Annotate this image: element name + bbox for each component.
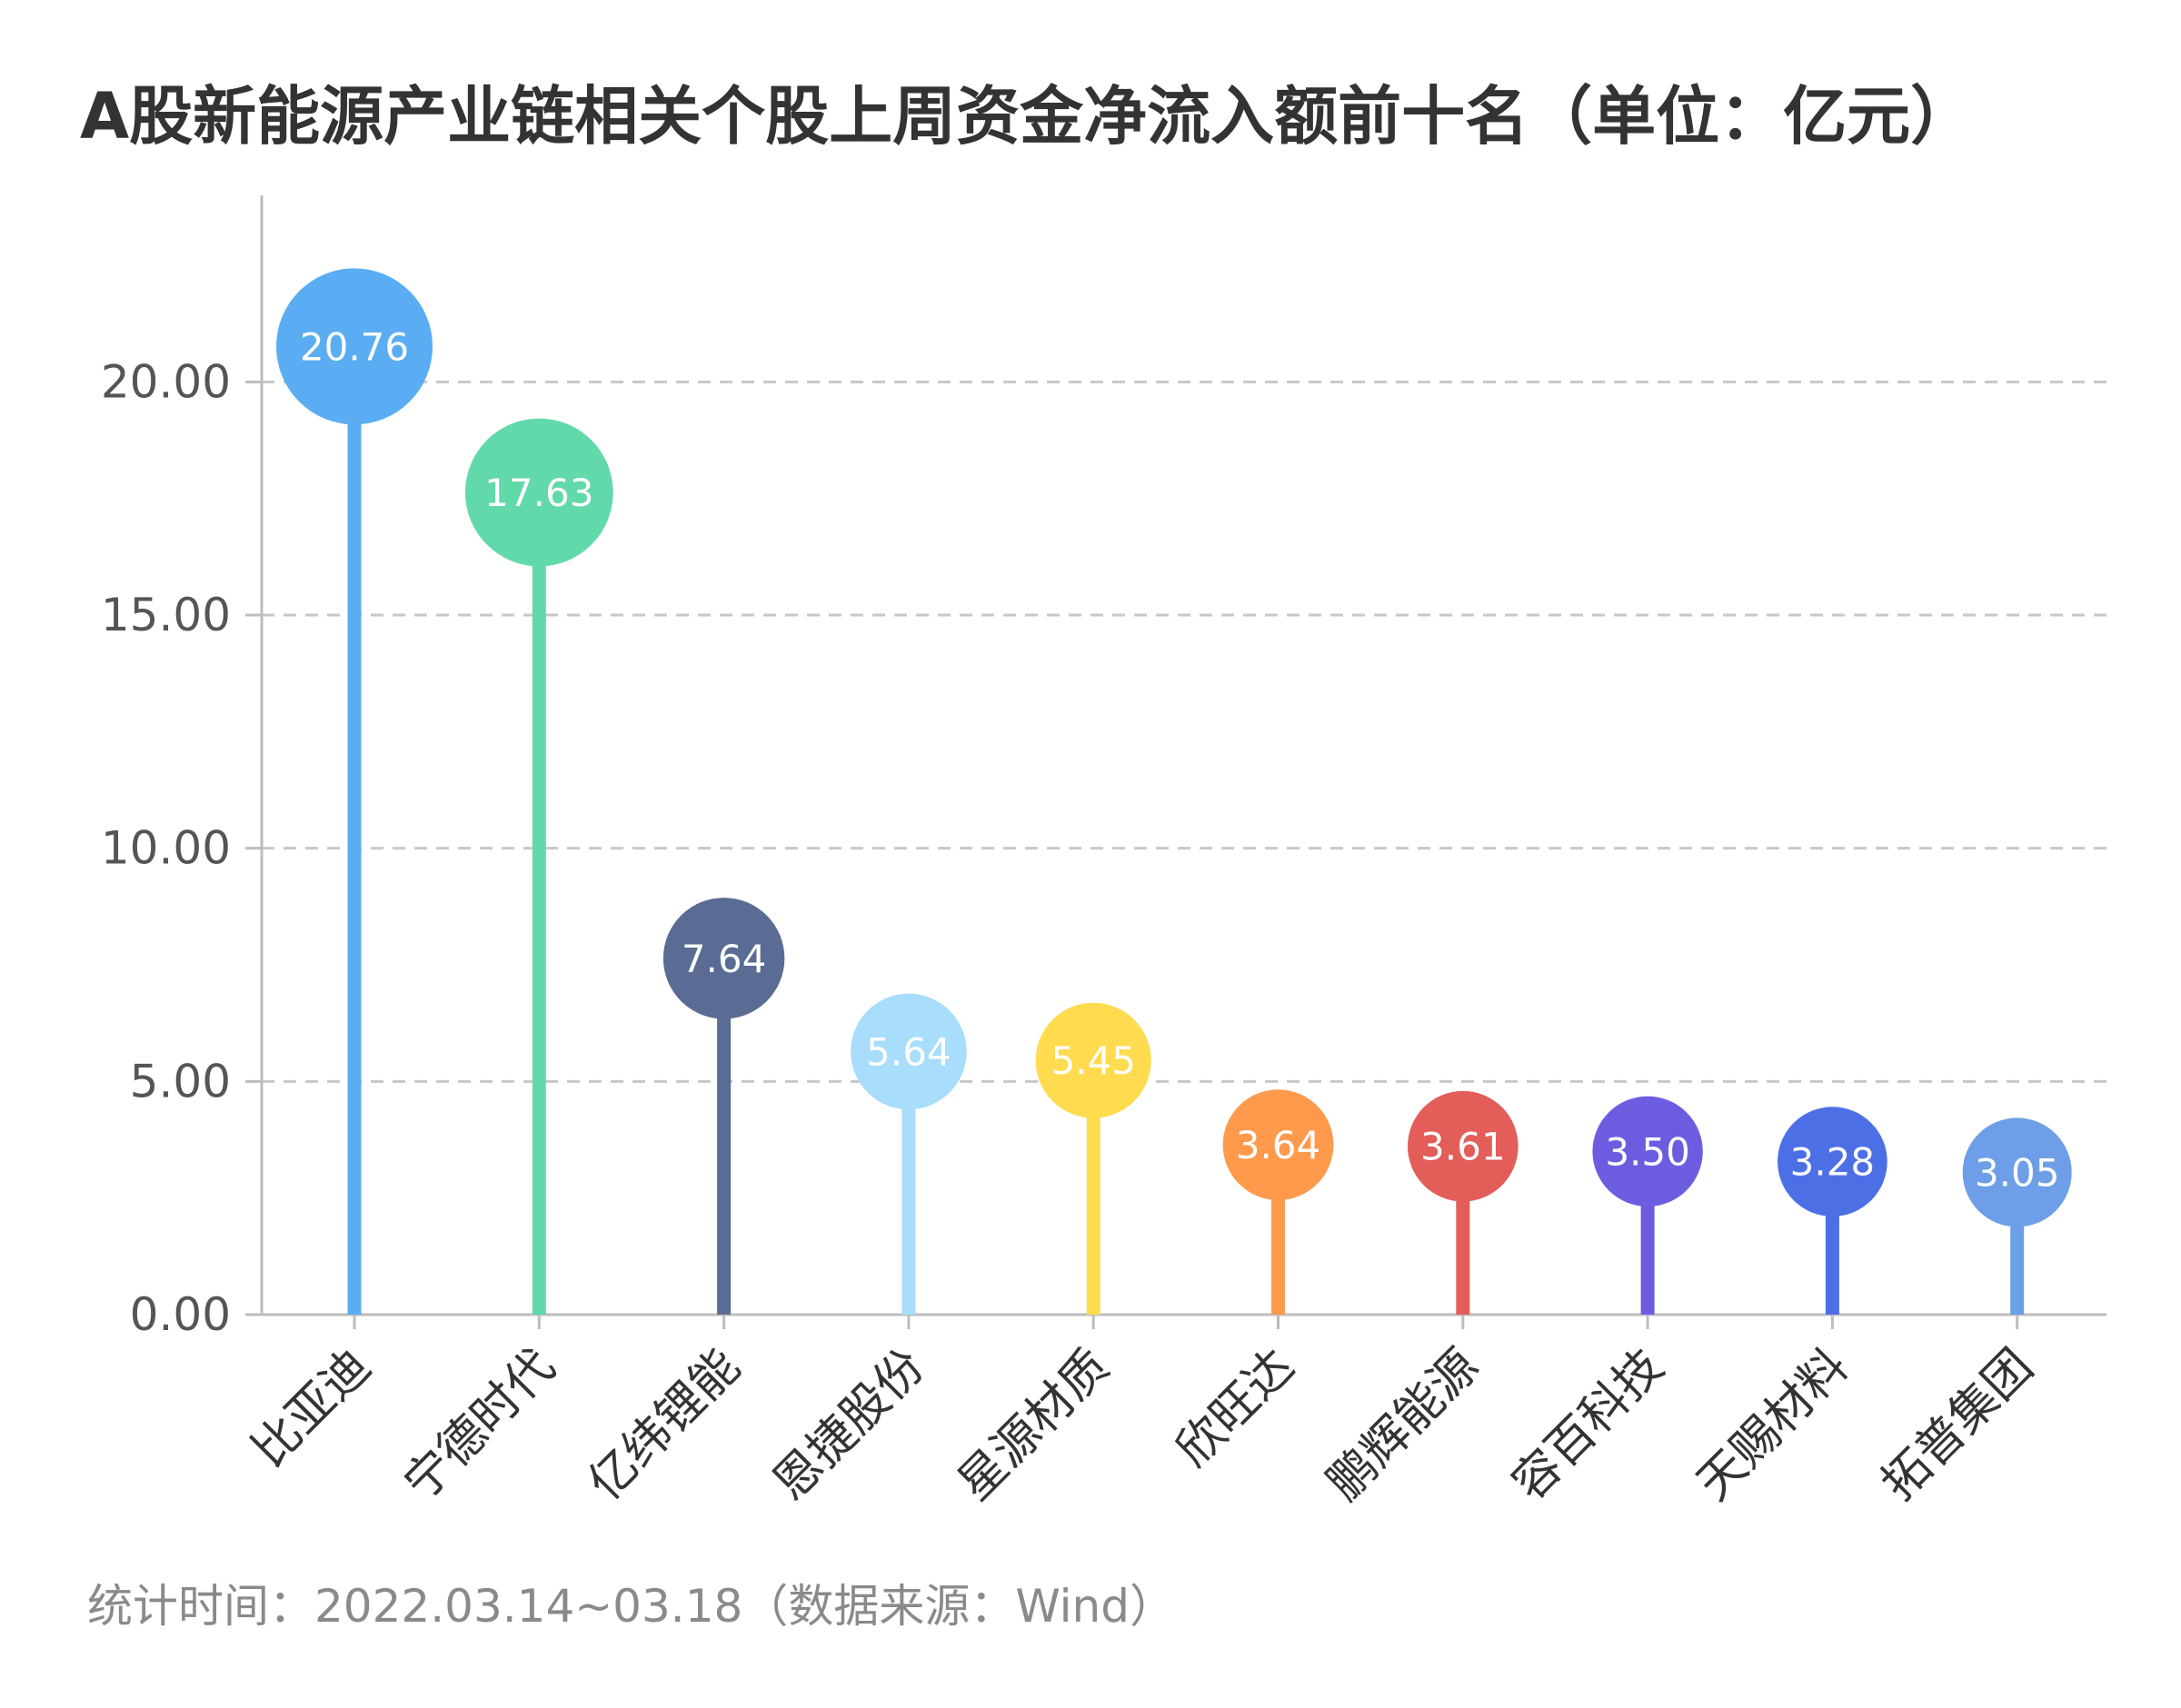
lollipop-head <box>851 993 967 1110</box>
x-tick-label: 亿纬锂能 <box>578 1339 751 1512</box>
data-label: 17.63 <box>484 471 593 515</box>
x-tick-label: 星源材质 <box>948 1339 1120 1512</box>
y-tick-labels: 0.00 5.00 10.00 15.00 20.00 <box>101 355 231 1341</box>
data-label: 20.76 <box>300 324 409 369</box>
lollipop-head <box>1407 1090 1519 1202</box>
data-label: 3.64 <box>1236 1123 1321 1167</box>
x-tick-label: 宁德时代 <box>393 1339 566 1512</box>
lollipop-head <box>1592 1096 1703 1207</box>
lollipop-head <box>1035 1002 1151 1118</box>
y-tick-label: 10.00 <box>101 822 231 875</box>
chart-title: A股新能源产业链相关个股上周资金净流入额前十名（单位：亿元） <box>80 79 1975 154</box>
data-label: 3.61 <box>1420 1125 1506 1169</box>
x-tick-label: 鹏辉能源 <box>1317 1339 1489 1512</box>
data-label: 5.64 <box>866 1029 951 1074</box>
x-tick-label: 恩捷股份 <box>763 1339 936 1512</box>
data-label: 7.64 <box>682 937 767 981</box>
lollipop-head <box>464 418 613 567</box>
lollipop-head <box>1778 1107 1887 1216</box>
data-label: 5.45 <box>1051 1038 1136 1083</box>
x-tick-labels: 比亚迪 宁德时代 亿纬锂能 恩捷股份 星源材质 欣旺达 鹏辉能源 容百科技 天赐材料 拓普集团 <box>242 1339 2043 1512</box>
lollipop-head <box>276 268 433 425</box>
x-tick-label: 容百科技 <box>1502 1339 1675 1512</box>
x-tick-label: 欣旺达 <box>1166 1339 1305 1478</box>
data-label: 3.50 <box>1605 1129 1690 1174</box>
y-tick-label: 20.00 <box>101 355 231 408</box>
x-tick-label: 天赐材料 <box>1687 1339 1859 1512</box>
x-tick-label: 拓普集团 <box>1871 1339 2044 1512</box>
lollipop-head <box>1222 1089 1334 1201</box>
data-label: 3.05 <box>1975 1150 2060 1195</box>
axes <box>245 195 2106 1329</box>
lollipop-head <box>1962 1117 2072 1227</box>
source-footnote: 统计时间：2022.03.14~03.18（数据来源：Wind） <box>87 1580 1175 1633</box>
y-tick-label: 15.00 <box>101 589 231 641</box>
gridlines <box>262 380 2106 1083</box>
y-tick-label: 5.00 <box>130 1055 231 1107</box>
x-tick-label: 比亚迪 <box>242 1339 381 1478</box>
data-marks: 20.76 17.63 7.64 5.64 5.45 3.64 3.61 3.50 3.28 3.… <box>276 268 2072 1315</box>
y-tick-label: 0.00 <box>130 1288 231 1341</box>
data-label: 3.28 <box>1790 1140 1876 1185</box>
lollipop-head <box>662 898 785 1019</box>
